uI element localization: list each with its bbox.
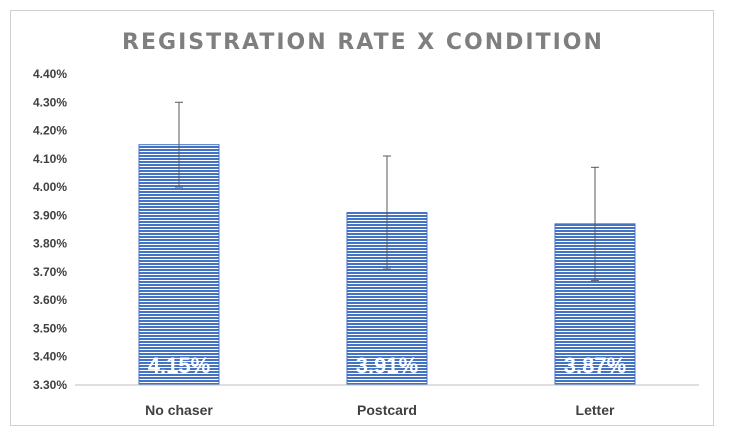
y-tick-label: 4.20%	[33, 124, 67, 138]
data-label: 3.91%	[356, 353, 418, 378]
y-tick-label: 4.30%	[33, 95, 67, 109]
data-label: 3.87%	[564, 353, 626, 378]
y-tick-label: 3.30%	[33, 378, 67, 392]
y-tick-label: 3.60%	[33, 293, 67, 307]
y-tick-label: 3.40%	[33, 350, 67, 364]
y-tick-label: 4.40%	[33, 67, 67, 81]
data-label: 4.15%	[148, 353, 210, 378]
y-tick-label: 3.90%	[33, 208, 67, 222]
x-tick-label: Letter	[576, 402, 615, 418]
x-axis: No chaser Postcard Letter	[145, 402, 615, 418]
y-tick-label: 3.50%	[33, 321, 67, 335]
y-axis: 3.30% 3.40% 3.50% 3.60% 3.70% 3.80% 3.90% 4.00%…	[33, 67, 67, 392]
x-tick-label: Postcard	[357, 402, 417, 418]
bar-chart: REGISTRATION RATE X CONDITION 3.30% 3.40%…	[33, 30, 699, 418]
x-tick-label: No chaser	[145, 402, 213, 418]
y-tick-label: 3.80%	[33, 237, 67, 251]
error-bars	[175, 101, 599, 281]
y-tick-label: 4.10%	[33, 152, 67, 166]
y-tick-label: 3.70%	[33, 265, 67, 279]
y-tick-label: 4.00%	[33, 180, 67, 194]
chart-title: REGISTRATION RATE X CONDITION	[122, 30, 604, 55]
chart-frame: REGISTRATION RATE X CONDITION 3.30% 3.40%…	[10, 10, 714, 426]
data-labels: 4.15% 3.91% 3.87%	[148, 353, 626, 378]
